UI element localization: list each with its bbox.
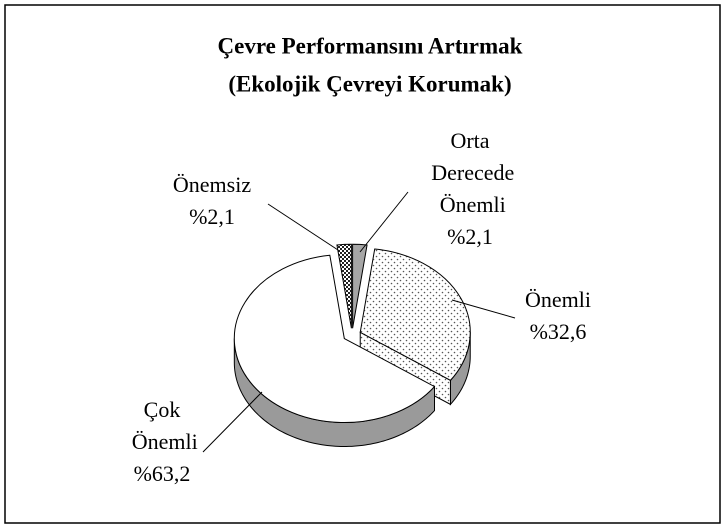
value-label: %2,1: [447, 224, 493, 249]
slice-label: Önemli: [525, 287, 591, 312]
slice-label: Çok Önemli: [126, 397, 198, 454]
slice-label: Orta Derecede Önemli: [426, 128, 515, 217]
leader-line: [359, 191, 409, 253]
slice: [352, 243, 368, 329]
slice-label: Önemsiz: [173, 172, 251, 197]
leader-line: [267, 203, 339, 251]
slice: [233, 254, 436, 424]
value-label: %63,2: [134, 461, 191, 486]
slice: [336, 243, 352, 329]
value-label: %2,1: [189, 204, 235, 229]
value-label: %32,6: [530, 319, 587, 344]
leader-line: [202, 391, 263, 453]
chart-title: Çevre Performansını Artırmak: [218, 33, 523, 58]
slice: [359, 248, 471, 381]
leader-line: [451, 299, 516, 319]
chart-title: (Ekolojik Çevreyi Korumak): [228, 71, 511, 96]
